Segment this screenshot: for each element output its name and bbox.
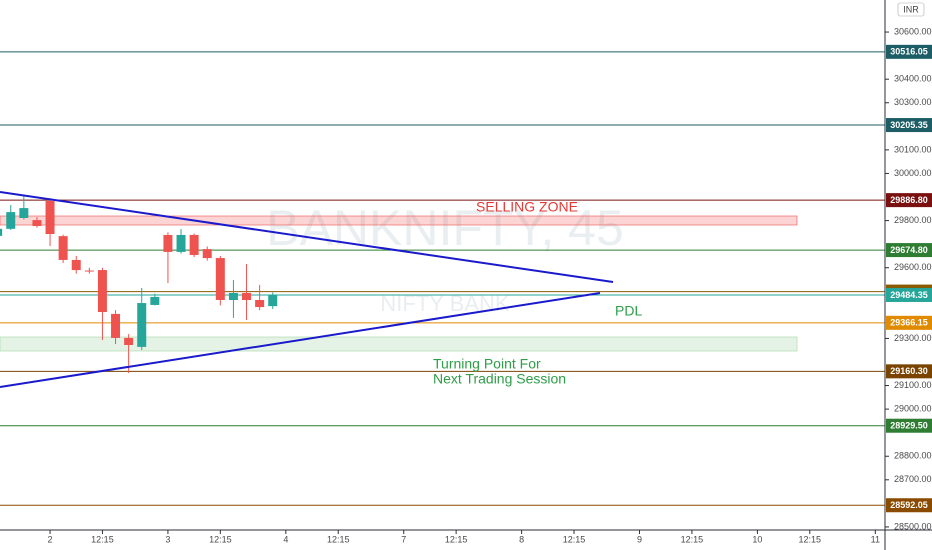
level-label: 29886.80 (890, 195, 928, 205)
candle-body (255, 299, 265, 308)
candle-body (268, 294, 278, 307)
x-tick-label: 11 (871, 534, 880, 544)
annotation: Next Trading Session (433, 371, 566, 387)
axes: 30600.00 30400.00 30300.00 30100.00 30000.00… (48, 26, 932, 544)
level-label: 30516.05 (890, 47, 928, 57)
x-tick-label: 3 (165, 534, 170, 544)
level-badge (886, 418, 932, 433)
level-label: 28592.05 (890, 500, 928, 510)
candle-body (124, 337, 134, 346)
candle-body (150, 296, 160, 305)
y-tick-label: 28700.00 (894, 474, 932, 484)
candle-body (71, 259, 81, 271)
annotation: SELLING ZONE (476, 199, 578, 215)
level-label: 29160.30 (890, 366, 928, 376)
candle-body (45, 201, 55, 235)
x-tick-label: 12:15 (327, 534, 350, 544)
candle-body (32, 220, 42, 226)
level-badge (886, 193, 932, 208)
level-label: 30205.35 (890, 120, 928, 130)
x-tick-label: 12:15 (681, 534, 704, 544)
currency-badge (897, 2, 925, 17)
x-tick-label: 12:15 (563, 534, 586, 544)
y-tick-label: 29300.00 (894, 333, 932, 343)
level-label: 29366.15 (890, 318, 928, 328)
level-badge (886, 364, 932, 379)
y-tick-label: 29000.00 (894, 403, 932, 413)
candle-body (176, 234, 186, 252)
y-tick-label: 29100.00 (894, 380, 932, 390)
level-label: 29674.80 (890, 245, 928, 255)
level-badge (886, 118, 932, 133)
candle-body (111, 313, 121, 338)
y-tick-label: 28500.00 (894, 521, 932, 531)
candle-body (97, 270, 107, 313)
y-tick-label: 30000.00 (894, 168, 932, 178)
candle-body (19, 208, 29, 218)
time-axis (0, 530, 885, 550)
level-badge (886, 243, 932, 258)
x-tick-label: 12:15 (799, 534, 822, 544)
level-badge (886, 498, 932, 513)
candle-body (189, 234, 199, 255)
y-tick-label: 29800.00 (894, 215, 932, 225)
trendline (0, 292, 601, 388)
x-tick-label: 2 (48, 534, 53, 544)
price-axis (885, 0, 932, 550)
candle-body (6, 212, 16, 229)
level-label: 28929.50 (890, 421, 928, 431)
candle-body (84, 270, 94, 272)
trendline (0, 191, 614, 283)
level-label: 29484.35 (890, 290, 928, 300)
candles (0, 195, 278, 374)
x-tick-label: 12:15 (445, 534, 468, 544)
candle-body (58, 236, 68, 260)
y-tick-label: 29600.00 (894, 262, 932, 272)
x-tick-label: 7 (401, 534, 406, 544)
candle-body (228, 292, 238, 300)
x-tick-label: 9 (637, 534, 642, 544)
candle-body (137, 303, 147, 347)
x-tick-label: 12:15 (91, 534, 114, 544)
y-tick-label: 30400.00 (894, 74, 932, 84)
level-badge (886, 44, 932, 59)
x-tick-label: 12:15 (209, 534, 232, 544)
annotation: PDL (615, 303, 642, 319)
y-tick-label: 30600.00 (894, 26, 932, 36)
level-badge (886, 287, 932, 302)
selling-zone (0, 215, 798, 226)
candle-body (242, 292, 252, 300)
support-zone (0, 336, 798, 352)
x-tick-label: 4 (283, 534, 288, 544)
candle-body (163, 234, 173, 252)
candle-body (215, 258, 225, 300)
candle-body (202, 249, 212, 259)
x-tick-label: 10 (752, 534, 762, 544)
annotation: Turning Point For (433, 356, 541, 372)
y-tick-label: 30300.00 (894, 97, 932, 107)
level-badge (886, 315, 932, 330)
y-tick-label: 30100.00 (894, 144, 932, 154)
watermark: BANKNIFTY, 45 (266, 200, 624, 256)
x-tick-label: 8 (519, 534, 524, 544)
candle-body (0, 228, 3, 236)
levels (0, 51, 885, 506)
y-tick-label: 28800.00 (894, 451, 932, 461)
currency: INR (903, 4, 919, 14)
